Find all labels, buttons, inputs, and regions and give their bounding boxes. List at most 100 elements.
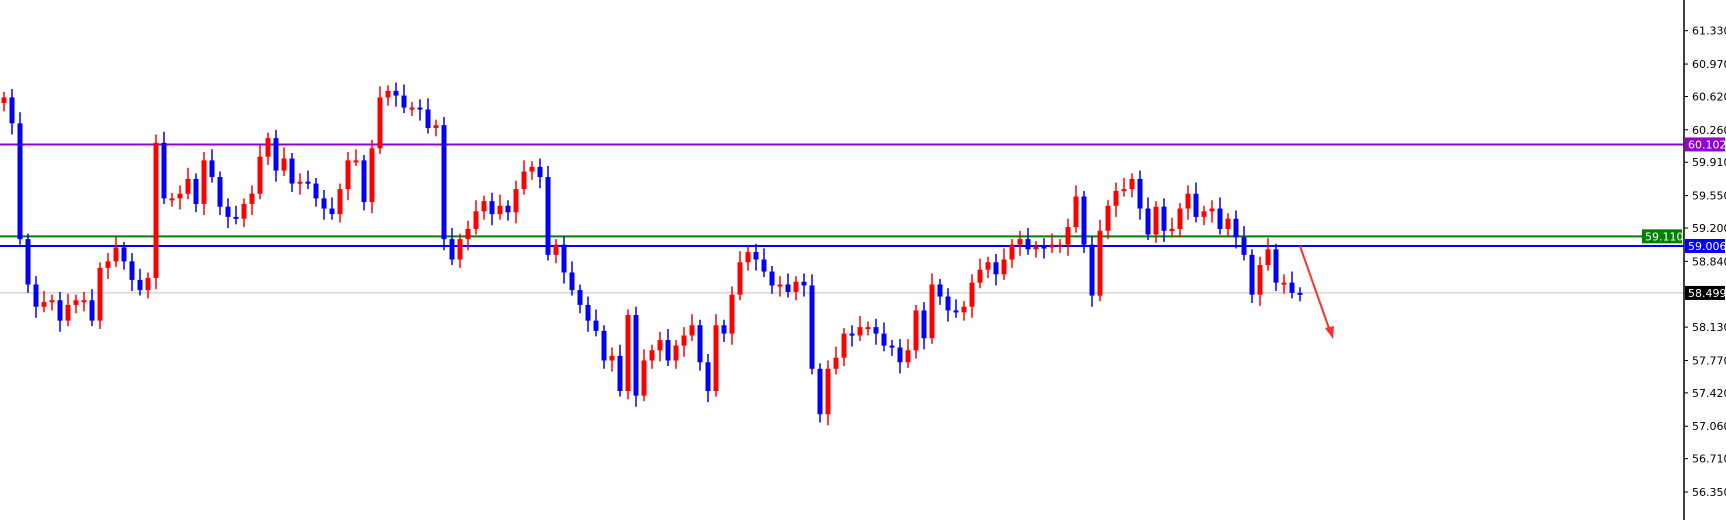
candle-body <box>729 294 735 334</box>
candle-body <box>185 178 191 194</box>
bullish-candle <box>969 274 975 318</box>
bearish-candle <box>1041 238 1047 259</box>
bullish-candle <box>297 173 303 195</box>
bearish-candle <box>273 129 279 182</box>
bearish-candle <box>945 288 951 322</box>
candle-body <box>481 201 487 212</box>
candle-body <box>1257 265 1263 295</box>
candle-body <box>281 158 287 171</box>
bearish-candle <box>193 173 199 213</box>
bullish-candle <box>609 347 615 372</box>
bullish-candle <box>377 86 383 154</box>
candle-body <box>505 205 511 213</box>
bearish-candle <box>1289 271 1295 299</box>
bullish-candle <box>369 140 375 214</box>
bearish-candle <box>305 170 311 190</box>
bullish-candle <box>1185 185 1191 220</box>
bullish-candle <box>681 327 687 357</box>
candle-body <box>1033 246 1039 250</box>
bullish-candle <box>1265 238 1271 271</box>
candle-body <box>17 123 23 240</box>
bearish-candle <box>601 325 607 369</box>
candle-body <box>977 269 983 283</box>
candle-body <box>561 244 567 273</box>
candle-body <box>1001 259 1007 275</box>
candle-body <box>121 247 127 262</box>
bullish-candle <box>985 256 991 279</box>
bullish-candle <box>529 161 535 180</box>
bearish-candle <box>817 363 823 423</box>
y-tick-label: 60.970 <box>1692 58 1726 71</box>
candle-body <box>161 142 167 199</box>
bullish-candle <box>689 314 695 342</box>
candle-body <box>545 177 551 255</box>
bullish-candle <box>1153 201 1159 243</box>
y-tick-label: 58.130 <box>1692 321 1726 334</box>
bearish-candle <box>401 84 407 114</box>
bearish-candle <box>1137 170 1143 220</box>
candle-body <box>433 125 439 128</box>
y-tick-label: 59.200 <box>1692 222 1726 235</box>
candle-body <box>929 284 935 339</box>
bearish-candle <box>809 274 815 375</box>
bullish-candle <box>1201 205 1207 226</box>
candle-body <box>1137 178 1143 209</box>
bullish-candle <box>1073 185 1079 233</box>
candle-body <box>57 300 63 321</box>
bullish-candle <box>1049 233 1055 254</box>
candle-body <box>369 148 375 203</box>
candle-body <box>905 350 911 363</box>
bearish-candle <box>1233 210 1239 249</box>
bearish-candle <box>537 158 543 189</box>
candle-body <box>473 211 479 229</box>
candle-body <box>1297 292 1303 295</box>
bullish-candle <box>465 220 471 251</box>
horizontal-lines <box>0 143 1684 294</box>
down-arrow-icon <box>1299 245 1332 335</box>
bearish-candle <box>1241 226 1247 261</box>
candle-body <box>153 142 159 279</box>
bullish-candle <box>961 301 967 321</box>
bearish-candle <box>361 154 367 211</box>
bearish-candle <box>921 302 927 350</box>
bullish-candle <box>1225 213 1231 238</box>
bullish-candle <box>345 152 351 201</box>
candle-body <box>841 333 847 358</box>
candle-body <box>609 355 615 361</box>
candle-body <box>1 97 7 103</box>
bullish-candle <box>777 276 783 297</box>
candle-body <box>985 262 991 270</box>
bullish-candle <box>1177 202 1183 238</box>
y-tick-label: 56.350 <box>1692 486 1726 499</box>
candle-body <box>33 284 39 307</box>
candle-body <box>105 261 111 268</box>
candle-body <box>465 228 471 240</box>
candle-body <box>73 300 79 305</box>
candle-body <box>641 360 647 396</box>
bullish-candle <box>1001 248 1007 280</box>
candle-body <box>97 267 103 321</box>
bullish-candle <box>1057 239 1063 254</box>
bearish-candle <box>881 322 887 352</box>
candle-body <box>665 340 671 361</box>
candle-body <box>1177 208 1183 229</box>
bullish-candle <box>793 276 799 301</box>
candle-body <box>1281 282 1287 285</box>
bullish-candle <box>41 290 47 313</box>
candle-body <box>177 193 183 199</box>
bearish-candle <box>585 296 591 332</box>
bearish-candle <box>57 291 63 332</box>
bearish-candle <box>1161 198 1167 242</box>
bearish-candle <box>577 284 583 314</box>
candle-body <box>1073 196 1079 228</box>
candle-body <box>1097 230 1103 296</box>
bullish-candle <box>977 258 983 289</box>
candle-body <box>353 160 359 163</box>
candle-body <box>201 160 207 204</box>
bullish-candle <box>385 85 391 106</box>
bullish-candle <box>1105 200 1111 240</box>
level-price-badge <box>1685 238 1725 253</box>
bullish-candle <box>1113 182 1119 217</box>
bullish-candle <box>553 239 559 264</box>
